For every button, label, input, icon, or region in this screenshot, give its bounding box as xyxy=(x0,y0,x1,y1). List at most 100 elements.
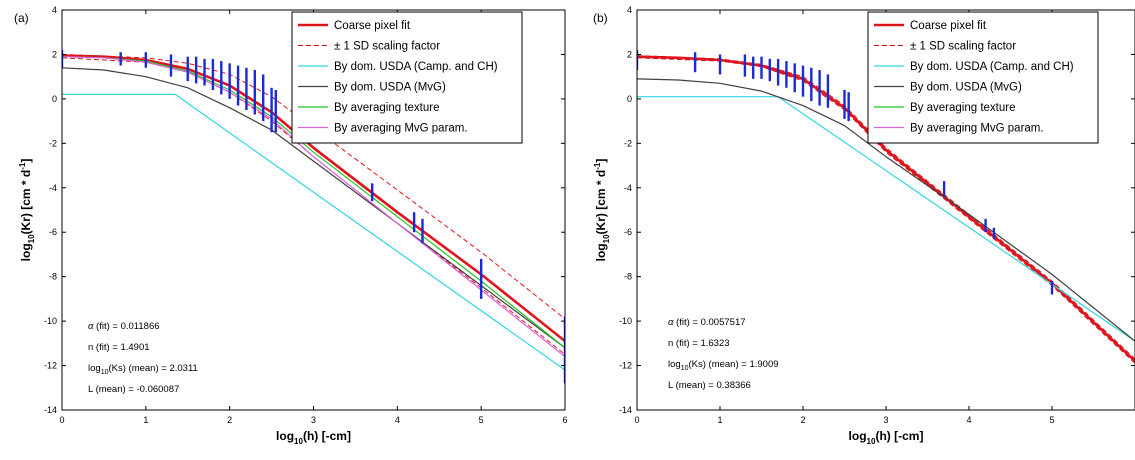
y-tick-label-7: -10 xyxy=(44,316,57,326)
annotation-3: L (mean) = -0.060087 xyxy=(88,384,179,395)
annotation-text: n (fit) = 1.6323 xyxy=(668,338,730,349)
series-line-6 xyxy=(62,56,565,358)
x-tick-label-2: 2 xyxy=(227,415,232,425)
x-axis-label-sub: 10 xyxy=(867,437,876,446)
y-axis-label-sup: -1 xyxy=(593,162,602,170)
annotation-text: L (mean) = -0.060087 xyxy=(88,384,179,395)
x-tick-label-4: 4 xyxy=(395,415,400,425)
legend-label-3: By dom. USDA (MvG) xyxy=(910,82,1022,94)
y-tick-label-0: 4 xyxy=(52,5,57,15)
y-tick-label-8: -12 xyxy=(44,361,57,371)
x-axis-label-main: log xyxy=(849,429,867,443)
x-tick-label-0: 0 xyxy=(634,415,639,425)
x-axis-label-rest: (h) [-cm] xyxy=(875,429,923,443)
annotation-2: log10(Ks) (mean) = 2.0311 xyxy=(88,363,198,376)
y-tick-label-5: -6 xyxy=(624,227,632,237)
plot-lines xyxy=(62,50,565,384)
x-tick-label-1: 1 xyxy=(717,415,722,425)
annotation-symbol: α xyxy=(88,321,94,332)
x-tick-label-5: 5 xyxy=(479,415,484,425)
legend-label-3: By dom. USDA (MvG) xyxy=(334,82,446,94)
annotation-text: (fit) = 0.0057517 xyxy=(673,317,745,328)
y-tick-label-5: -6 xyxy=(49,227,57,237)
y-tick-label-4: -4 xyxy=(624,183,632,193)
legend-label-5: By averaging MvG param. xyxy=(334,123,468,135)
y-axis-label-rest: (Kr) [cm * d xyxy=(594,170,608,235)
legend-label-0: Coarse pixel fit xyxy=(334,20,411,32)
legend-label-0: Coarse pixel fit xyxy=(910,20,987,32)
x-axis-label-sub: 10 xyxy=(294,437,303,446)
x-axis-label-rest: (h) [-cm] xyxy=(303,429,351,443)
panel-label: (a) xyxy=(14,11,29,25)
annotation-0: α (fit) = 0.011866 xyxy=(88,321,160,332)
x-tick-label-3: 3 xyxy=(883,415,888,425)
y-axis-label: log10(Kr) [cm * d-1] xyxy=(18,159,36,262)
y-tick-label-3: -2 xyxy=(49,138,57,148)
y-axis-label-sub: 10 xyxy=(27,234,36,243)
x-tick-label-0: 0 xyxy=(59,415,64,425)
legend-label-5: By averaging MvG param. xyxy=(910,123,1044,135)
legend-label-2: By dom. USDA (Camp. and CH) xyxy=(910,61,1074,73)
series-line-0 xyxy=(62,54,565,343)
y-tick-label-9: -14 xyxy=(619,405,632,415)
series-line-3 xyxy=(62,93,565,371)
y-tick-label-3: -2 xyxy=(624,138,632,148)
y-axis-label-end: ] xyxy=(19,159,33,163)
y-axis-label-main: log xyxy=(19,243,33,261)
x-tick-label-5: 5 xyxy=(1049,415,1054,425)
annotation-text: log xyxy=(668,359,681,370)
y-tick-label-0: 4 xyxy=(627,5,632,15)
annotation-3: L (mean) = 0.38366 xyxy=(668,380,751,391)
y-tick-label-9: -14 xyxy=(44,405,57,415)
annotation-0: α (fit) = 0.0057517 xyxy=(668,317,746,328)
annotation-1: n (fit) = 1.6323 xyxy=(668,338,730,349)
series-line-4 xyxy=(62,67,565,349)
series-line-4 xyxy=(637,78,1135,342)
annotation-sub: 10 xyxy=(681,365,689,372)
legend: Coarse pixel fit ± 1 SD scaling factor By … xyxy=(867,11,1099,144)
y-tick-label-7: -10 xyxy=(619,316,632,326)
y-tick-label-2: 0 xyxy=(627,94,632,104)
legend: Coarse pixel fit ± 1 SD scaling factor By … xyxy=(291,11,523,144)
x-tick-label-4: 4 xyxy=(966,415,971,425)
panel-label: (b) xyxy=(593,11,608,25)
x-tick-label-1: 1 xyxy=(143,415,148,425)
y-tick-label-6: -8 xyxy=(624,272,632,282)
y-tick-label-1: 2 xyxy=(52,49,57,59)
annotation-text: n (fit) = 1.4901 xyxy=(88,342,150,353)
legend-label-1: ± 1 SD scaling factor xyxy=(910,41,1016,53)
y-axis-label: log10(Kr) [cm * d-1] xyxy=(593,159,611,262)
x-axis-label: log10(h) [-cm] xyxy=(849,429,924,446)
annotation-rest: (Ks) (mean) = 1.9009 xyxy=(688,359,778,370)
annotation-sub: 10 xyxy=(101,369,109,376)
y-axis-label-sub: 10 xyxy=(602,234,611,243)
y-axis-label-main: log xyxy=(594,243,608,261)
x-axis-label: log10(h) [-cm] xyxy=(276,429,351,446)
annotation-text: log xyxy=(88,363,101,374)
annotation-text: L (mean) = 0.38366 xyxy=(668,380,751,391)
annotation-rest: (Ks) (mean) = 2.0311 xyxy=(108,363,197,374)
x-tick-label-2: 2 xyxy=(800,415,805,425)
legend-label-4: By averaging texture xyxy=(334,102,439,114)
x-axis-label-main: log xyxy=(276,429,294,443)
y-axis-label-sup: -1 xyxy=(18,162,27,170)
series-line-0 xyxy=(637,55,1135,363)
y-axis-label-end: ] xyxy=(594,159,608,163)
y-tick-label-4: -4 xyxy=(49,183,57,193)
y-tick-label-2: 0 xyxy=(52,94,57,104)
y-tick-label-1: 2 xyxy=(627,49,632,59)
legend-box xyxy=(867,11,1099,144)
legend-label-4: By averaging texture xyxy=(910,102,1015,114)
annotation-1: n (fit) = 1.4901 xyxy=(88,342,150,353)
plot-lines xyxy=(637,50,1135,364)
y-tick-label-6: -8 xyxy=(49,272,57,282)
annotation-text: (fit) = 0.011866 xyxy=(93,321,159,332)
legend-label-1: ± 1 SD scaling factor xyxy=(334,41,440,53)
y-axis-label-rest: (Kr) [cm * d xyxy=(19,170,33,235)
x-tick-label-6: 6 xyxy=(562,415,567,425)
x-tick-label-3: 3 xyxy=(311,415,316,425)
annotation-2: log10(Ks) (mean) = 1.9009 xyxy=(668,359,779,372)
